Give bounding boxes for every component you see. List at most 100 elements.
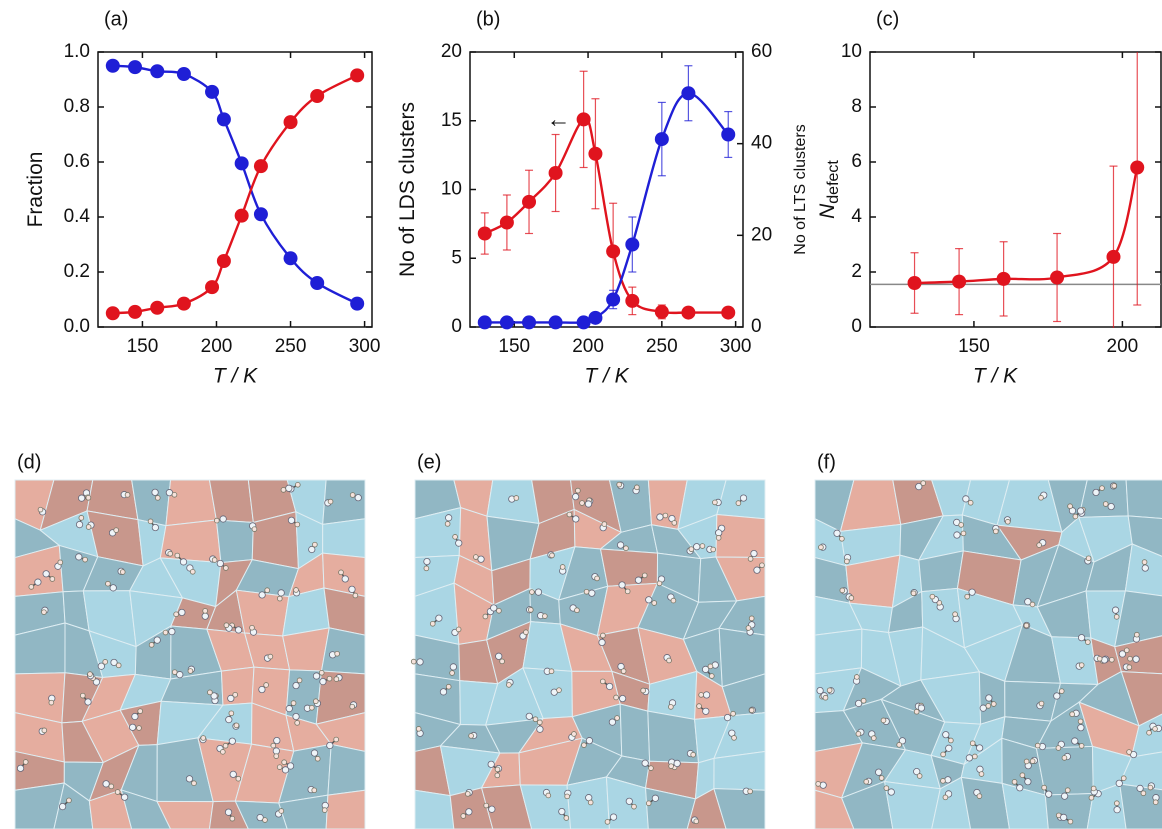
atom <box>1034 742 1041 749</box>
data-point <box>681 305 696 320</box>
atom <box>85 524 92 530</box>
atom <box>49 576 56 582</box>
atom <box>416 658 424 666</box>
cell <box>1125 479 1162 520</box>
data-point <box>283 251 298 266</box>
atom <box>115 662 122 669</box>
atom <box>833 529 841 537</box>
atom <box>75 521 84 529</box>
atom <box>167 550 174 557</box>
atom <box>308 545 316 554</box>
atom <box>496 607 502 614</box>
panel-label: (f) <box>817 451 836 473</box>
data-point <box>654 304 669 319</box>
atom <box>1115 779 1123 787</box>
x-tick-label: 150 <box>498 336 530 357</box>
atom <box>634 484 640 491</box>
atom <box>618 694 627 703</box>
atom <box>965 754 973 762</box>
atom <box>435 614 443 622</box>
atom <box>1077 507 1085 515</box>
atom <box>262 817 268 823</box>
atom <box>1085 555 1092 562</box>
atom <box>548 668 555 675</box>
atom <box>211 557 218 563</box>
atom <box>234 626 243 634</box>
atom <box>913 768 921 776</box>
y-tick-label: 10 <box>841 41 862 62</box>
atom <box>953 531 961 539</box>
atom <box>313 698 319 705</box>
data-point <box>522 194 537 209</box>
atom <box>263 682 269 688</box>
atom <box>985 694 993 702</box>
atom <box>444 521 451 527</box>
atom <box>617 662 625 671</box>
y-axis-label: No of LDS clusters <box>396 102 419 277</box>
cell <box>120 789 172 829</box>
atom <box>839 536 845 542</box>
data-point <box>477 226 492 241</box>
atom <box>523 629 529 636</box>
atom <box>641 572 648 579</box>
y2-tick-label: 60 <box>751 41 772 62</box>
atom <box>1029 601 1036 608</box>
y-tick-label: 4 <box>851 206 862 227</box>
atom <box>165 489 173 497</box>
atom <box>232 691 238 698</box>
atom <box>564 793 570 800</box>
atom <box>1038 494 1044 501</box>
x-tick-label: 200 <box>572 336 604 357</box>
atom <box>945 744 953 752</box>
atom <box>942 731 950 739</box>
atom <box>822 694 829 701</box>
atom <box>759 562 765 569</box>
atom <box>616 481 622 488</box>
data-point <box>105 58 120 73</box>
atom <box>286 762 295 770</box>
y-tick-label: 0.0 <box>64 316 90 337</box>
cell <box>841 780 894 829</box>
atom <box>312 541 318 548</box>
atom <box>668 763 674 769</box>
x-tick-label: 250 <box>646 336 678 357</box>
atom <box>41 727 48 734</box>
atom <box>326 741 334 750</box>
atom <box>651 600 658 606</box>
x-tick-label: 250 <box>275 336 307 357</box>
atom <box>863 778 870 785</box>
atom <box>1077 718 1084 725</box>
atom <box>1061 755 1068 761</box>
atom <box>455 539 463 547</box>
atom <box>870 735 877 741</box>
data-point <box>588 146 603 161</box>
cell <box>814 628 863 675</box>
atom <box>625 797 633 805</box>
data-point <box>606 292 621 307</box>
atom <box>48 699 55 706</box>
atom <box>114 789 121 795</box>
data-point <box>128 304 143 319</box>
atom <box>617 541 625 549</box>
atom <box>41 609 47 615</box>
cell <box>519 784 572 829</box>
atom <box>731 735 737 741</box>
atom <box>640 687 646 694</box>
atom <box>256 813 264 822</box>
atom <box>536 719 543 726</box>
y-tick-label: 2 <box>851 261 862 282</box>
atom <box>326 675 333 682</box>
atom <box>1053 692 1061 700</box>
atom <box>1129 750 1138 759</box>
atom <box>137 708 144 714</box>
atom <box>258 591 266 599</box>
atom <box>449 663 457 671</box>
atom <box>1127 655 1133 662</box>
atom <box>191 780 197 786</box>
atom <box>1088 794 1095 801</box>
atom <box>258 685 266 694</box>
data-point <box>128 60 143 75</box>
atom <box>187 668 194 674</box>
cell <box>619 703 651 762</box>
atom <box>748 615 755 622</box>
